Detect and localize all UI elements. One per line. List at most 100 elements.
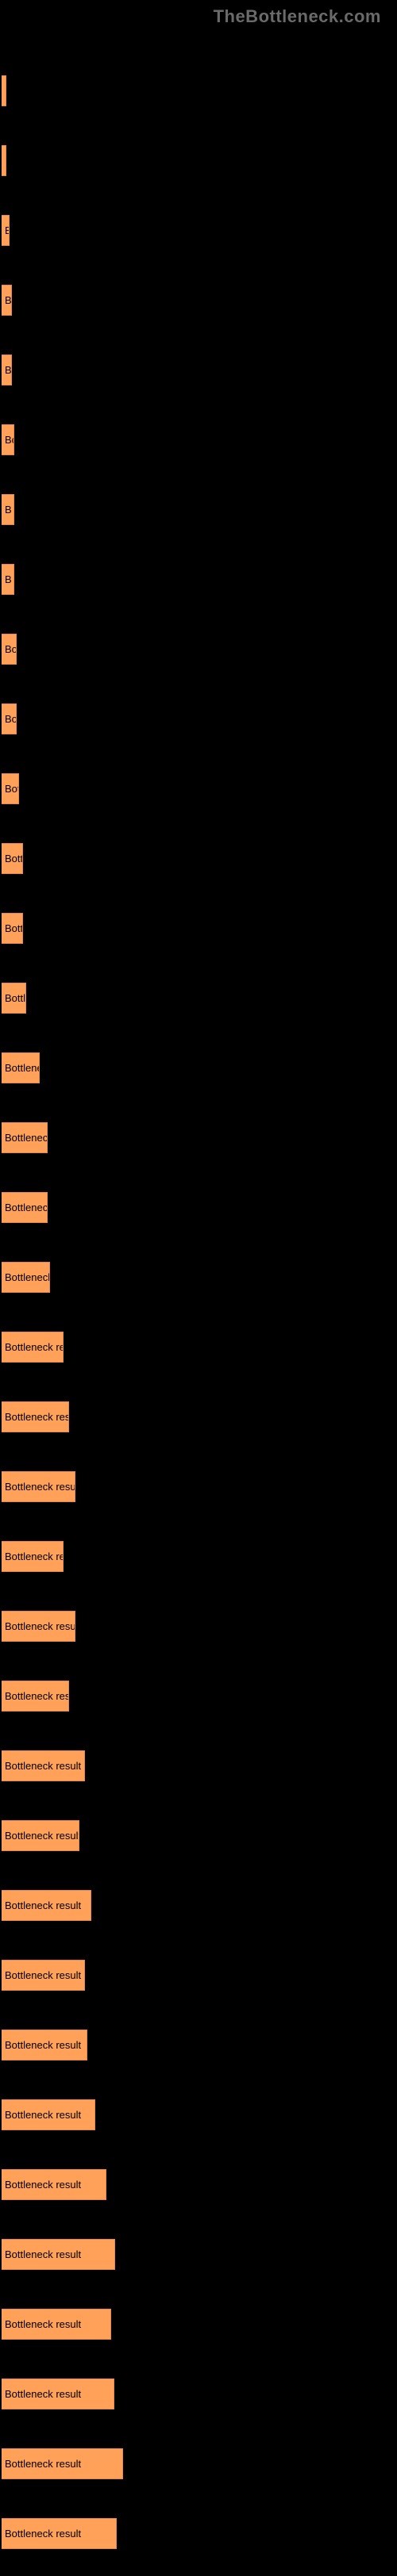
bar-row: B [2, 249, 397, 319]
bar-text: B [5, 294, 11, 306]
bar: Bottleneck res [2, 1262, 50, 1293]
bar-text: Bottleneck re [5, 1132, 47, 1144]
bar-row: Bottleneck result [2, 2343, 397, 2413]
bar: Bottleneck result [2, 2518, 117, 2549]
bar: Bottleneck result [2, 1960, 85, 1991]
bar-row: Bo [2, 389, 397, 458]
bar: Bottleneck result [2, 2030, 87, 2060]
bar-text: Bottleneck result [5, 2039, 81, 2051]
bar: Bottleneck result [2, 2169, 106, 2200]
bar-row: Bottl [2, 877, 397, 947]
bar-text: Bottleneck res [5, 1271, 49, 1283]
bar-text: Bottleneck result [5, 1620, 75, 1632]
bar-row: Bottleneck result [2, 1296, 397, 1366]
bar-text: Bottl [5, 853, 22, 864]
bar-row: Bottleneck result [2, 1854, 397, 1924]
bar-text: Bottleneck result [5, 1760, 81, 1772]
bar: Bottleneck result [2, 2099, 95, 2130]
bar: Bottl [2, 913, 23, 944]
bar-row: Bottleneck result [2, 1436, 397, 1505]
bar-row: B [2, 179, 397, 249]
bar-text: Bottlenec [5, 1062, 39, 1074]
bar: Bottleneck result [2, 2309, 111, 2340]
bar: Bottleneck re [2, 1541, 64, 1572]
bar-row: Bottle [2, 947, 397, 1017]
bar-row: Bottleneck result [2, 2133, 397, 2203]
bar-row: Bottleneck result [2, 2203, 397, 2273]
bar-row: Bottleneck result [2, 1715, 397, 1784]
bar-row: Bot [2, 738, 397, 807]
bar: Bottleneck result [2, 2448, 123, 2479]
bar: Bottleneck resu [2, 1401, 69, 1432]
bar: Bottleneck resu [2, 1681, 69, 1712]
bar: Bottleneck re [2, 1122, 48, 1153]
bar-text: Bo [5, 713, 16, 725]
bar-text: Bot [5, 783, 18, 795]
bar-text: Bottl [5, 922, 22, 934]
bar: B [2, 285, 12, 316]
bar-text: B [5, 504, 12, 516]
bar: B [2, 494, 14, 525]
bar-text: Bo [5, 643, 16, 655]
bar-text: Bottleneck result [5, 1899, 81, 1911]
bar: Bottl [2, 843, 23, 874]
bar: Bottleneck result [2, 1332, 64, 1363]
bar: B [2, 355, 12, 385]
bar: Bottleneck result [2, 1471, 75, 1502]
bar-text: Bottleneck result [5, 2109, 81, 2121]
bar: Bottleneck result [2, 1750, 85, 1781]
bar-text: B [5, 224, 9, 236]
bar: Bo [2, 634, 17, 665]
bar-row: Bottlenec [2, 1017, 397, 1087]
bar-text: Bottle [5, 992, 25, 1004]
bar: B [2, 564, 14, 595]
bar: Bottlenec [2, 1052, 40, 1083]
bar: Bot [2, 773, 19, 804]
bar-text: Bottleneck result [5, 1341, 63, 1353]
bar-row: Bottleneck res [2, 1226, 397, 1296]
bar-text: Bottleneck result [5, 1481, 75, 1493]
bar-text: Bo [5, 434, 13, 446]
bar-row: Bottleneck resu [2, 1645, 397, 1715]
bar: Bo [2, 703, 17, 734]
bar: B [2, 215, 10, 246]
bar: Bottleneck result [2, 1890, 91, 1921]
bar-row [2, 109, 397, 179]
bar-row: Bottleneck result [2, 1575, 397, 1645]
bar-row: Bottleneck resu [2, 1366, 397, 1436]
bar-text: Bottleneck resu [5, 1411, 68, 1423]
bar-text: Bottleneck result [5, 2248, 81, 2260]
bar [2, 75, 6, 106]
bar-text: Bottleneck result [5, 2179, 81, 2191]
bar-row: B [2, 458, 397, 528]
bar-row: Bottleneck result [2, 2273, 397, 2343]
bar-text: Bottleneck result [5, 1830, 79, 1842]
bar: Bottleneck result [2, 2239, 115, 2270]
bar-row: B [2, 319, 397, 389]
bar-text: Bottleneck [5, 1202, 47, 1213]
bar: Bottleneck [2, 1192, 48, 1223]
bar-row: Bottleneck re [2, 1505, 397, 1575]
bar-row: Bo [2, 598, 397, 668]
bar [2, 145, 6, 176]
bar-row: Bottleneck re [2, 1087, 397, 1156]
bar-row [2, 40, 397, 109]
bar: Bottleneck result [2, 1820, 79, 1851]
watermark-text: TheBottleneck.com [214, 6, 381, 27]
bar-row: Bottleneck result [2, 1784, 397, 1854]
bar-text: B [5, 573, 12, 585]
bar: Bottle [2, 983, 26, 1014]
bar-text: Bottleneck result [5, 2458, 81, 2470]
bar-text: Bottleneck result [5, 1969, 81, 1981]
bar-row: Bottleneck result [2, 2482, 397, 2552]
bar-row: B [2, 528, 397, 598]
bar: Bottleneck result [2, 2379, 114, 2409]
bar-text: Bottleneck resu [5, 1690, 68, 1702]
bar: Bo [2, 424, 14, 455]
bar-row: Bottl [2, 807, 397, 877]
bar-text: Bottleneck re [5, 1551, 63, 1562]
bar: Bottleneck result [2, 1611, 75, 1642]
bar-row: Bottleneck result [2, 1994, 397, 2064]
bar-row: Bottleneck result [2, 1924, 397, 1994]
bar-text: Bottleneck result [5, 2318, 81, 2330]
